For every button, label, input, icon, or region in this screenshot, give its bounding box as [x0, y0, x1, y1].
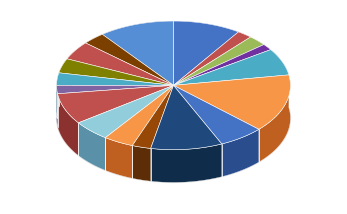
Polygon shape [132, 85, 174, 149]
Polygon shape [132, 146, 151, 181]
Polygon shape [174, 50, 289, 85]
Polygon shape [58, 85, 174, 123]
Polygon shape [271, 50, 289, 108]
Polygon shape [151, 85, 222, 150]
Polygon shape [59, 59, 67, 106]
Polygon shape [86, 34, 174, 85]
Polygon shape [174, 21, 238, 65]
Polygon shape [105, 138, 132, 178]
Polygon shape [58, 94, 78, 156]
Polygon shape [151, 144, 222, 182]
Polygon shape [174, 45, 271, 85]
Polygon shape [78, 123, 105, 170]
Polygon shape [174, 21, 238, 85]
Polygon shape [67, 43, 174, 85]
Polygon shape [78, 85, 174, 138]
Polygon shape [174, 85, 259, 144]
Polygon shape [102, 21, 174, 85]
Polygon shape [57, 85, 58, 126]
Polygon shape [174, 75, 290, 129]
Polygon shape [222, 129, 259, 177]
Polygon shape [86, 34, 102, 76]
Polygon shape [102, 21, 174, 67]
Polygon shape [259, 75, 290, 162]
Polygon shape [174, 32, 251, 85]
Polygon shape [67, 43, 86, 92]
Polygon shape [251, 37, 264, 77]
Polygon shape [238, 32, 251, 70]
Polygon shape [57, 73, 59, 118]
Polygon shape [174, 37, 264, 85]
Polygon shape [59, 59, 174, 85]
Polygon shape [264, 45, 271, 82]
Polygon shape [57, 54, 290, 182]
Polygon shape [57, 73, 174, 85]
Polygon shape [105, 85, 174, 146]
Polygon shape [57, 85, 174, 94]
